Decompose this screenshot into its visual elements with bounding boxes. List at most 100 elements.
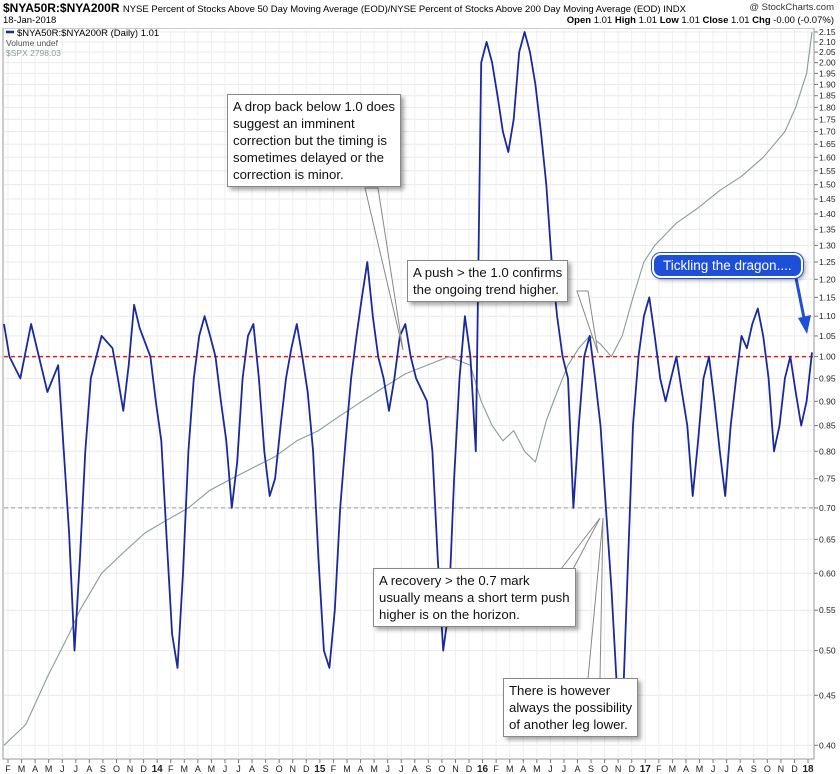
y-tick-label: 1.45 bbox=[819, 194, 836, 204]
x-tick-label: M bbox=[533, 764, 541, 774]
x-tick-label: 18 bbox=[802, 764, 814, 774]
chart-legend: $NYA50R:$NYA200R (Daily) 1.01 Volume und… bbox=[6, 28, 159, 58]
callout-lower-line: always the possibility bbox=[509, 700, 633, 715]
x-tick-label: M bbox=[696, 764, 704, 774]
y-axis: 2.152.102.052.001.951.90 1.851.80 1.75 1.70… bbox=[814, 28, 836, 750]
x-tick-label: O bbox=[764, 764, 771, 774]
x-tick-label: M bbox=[669, 764, 677, 774]
x-tick-label: A bbox=[412, 764, 418, 774]
x-tick-label: D bbox=[791, 764, 798, 774]
x-tick-label: M bbox=[18, 764, 26, 774]
symbol-text: $NYA50R:$NYA200R bbox=[3, 1, 120, 15]
callout-lower-line: of another leg lower. bbox=[509, 717, 628, 732]
y-tick-label: 0.50 bbox=[819, 646, 836, 656]
x-tick-label: A bbox=[32, 764, 38, 774]
x-tick-label: D bbox=[303, 764, 310, 774]
x-tick-label: S bbox=[425, 764, 431, 774]
x-tick-label: A bbox=[683, 764, 689, 774]
y-tick-label: 0.95 bbox=[819, 373, 836, 383]
low-label: Low bbox=[659, 15, 679, 26]
x-tick-label: J bbox=[724, 764, 729, 774]
plot-frame bbox=[2, 28, 815, 760]
x-tick-label: A bbox=[520, 764, 526, 774]
y-tick-label: 1.35 bbox=[819, 224, 836, 234]
low-value: 1.01 bbox=[681, 15, 700, 26]
callout-lower-line: There is however bbox=[509, 683, 611, 698]
chart-date: 18-Jan-2018 bbox=[3, 15, 57, 26]
x-tick-label: S bbox=[588, 764, 594, 774]
callout-pointers bbox=[364, 187, 811, 680]
pointer-drop bbox=[364, 187, 404, 351]
x-tick-label: J bbox=[223, 764, 228, 774]
x-tick-label: S bbox=[100, 764, 106, 774]
y-tick-label: 2.00 bbox=[819, 58, 836, 68]
y-tick-label: 1.65 bbox=[819, 139, 836, 149]
x-tick-label: D bbox=[140, 764, 147, 774]
x-tick-label: S bbox=[751, 764, 757, 774]
x-tick-label: N bbox=[615, 764, 622, 774]
x-tick-label: N bbox=[452, 764, 459, 774]
y-tick-label: 0.55 bbox=[819, 605, 836, 615]
callout-recovery: A recovery > the 0.7 mark usually means … bbox=[373, 568, 576, 627]
x-axis: F M A M J J A S O N D 14 F M A M J J A S O N D 15 F M A M J J A S O N D 16 F… bbox=[5, 759, 814, 774]
x-tick-label: J bbox=[236, 764, 241, 774]
x-tick-label: M bbox=[45, 764, 53, 774]
x-tick-label: J bbox=[74, 764, 79, 774]
callout-drop-line: correction but the timing is bbox=[233, 133, 387, 148]
y-tick-label: 1.30 bbox=[819, 240, 836, 250]
x-tick-label: A bbox=[574, 764, 580, 774]
y-tick-label: 1.60 bbox=[819, 152, 836, 162]
callout-dragon: Tickling the dragon.... bbox=[652, 253, 803, 278]
close-label: Close bbox=[702, 15, 729, 26]
y-tick-label: 1.15 bbox=[819, 292, 836, 302]
x-tick-label: F bbox=[168, 764, 174, 774]
y-tick-label: 1.50 bbox=[819, 180, 836, 190]
arrow-dragon-head bbox=[798, 315, 811, 334]
pointer-push bbox=[576, 290, 599, 354]
y-tick-label: 0.75 bbox=[819, 474, 836, 484]
callout-drop: A drop back below 1.0 does suggest an im… bbox=[227, 94, 402, 187]
y-tick-label: 0.60 bbox=[819, 568, 836, 578]
x-tick-label: F bbox=[656, 764, 662, 774]
y-tick-label: 2.15 bbox=[819, 28, 836, 37]
x-tick-label: J bbox=[385, 764, 390, 774]
legend-spx: $SPX 2798.03 bbox=[6, 48, 61, 58]
reference-lines bbox=[4, 355, 813, 509]
y-tick-label: 1.40 bbox=[819, 209, 836, 219]
x-tick-label: M bbox=[343, 764, 351, 774]
x-tick-label: A bbox=[195, 764, 201, 774]
x-tick-label: A bbox=[249, 764, 255, 774]
x-tick-label: A bbox=[358, 764, 364, 774]
x-tick-label: N bbox=[778, 764, 785, 774]
x-tick-label: 17 bbox=[640, 764, 652, 774]
y-tick-label: 1.95 bbox=[819, 68, 836, 78]
y-tick-label: 0.70 bbox=[819, 503, 836, 513]
ratio-chart: 2.152.102.052.001.951.90 1.851.80 1.75 1.70… bbox=[2, 28, 836, 774]
y-tick-label: 0.85 bbox=[819, 421, 836, 431]
x-tick-label: D bbox=[628, 764, 635, 774]
y-tick-label: 0.80 bbox=[819, 446, 836, 456]
callout-recovery-line: higher is on the horizon. bbox=[379, 607, 520, 622]
x-tick-label: N bbox=[289, 764, 296, 774]
x-tick-label: J bbox=[711, 764, 716, 774]
callout-push-line: A push > the 1.0 confirms bbox=[413, 265, 563, 280]
x-tick-label: O bbox=[113, 764, 120, 774]
y-tick-label: 1.70 bbox=[819, 127, 836, 137]
chg-value: -0.00 (-0.07%) bbox=[773, 15, 834, 26]
x-tick-label: J bbox=[399, 764, 404, 774]
callout-push-line: the ongoing trend higher. bbox=[413, 282, 559, 297]
open-label: Open bbox=[566, 15, 592, 26]
y-tick-label: 0.90 bbox=[819, 396, 836, 406]
x-tick-label: S bbox=[263, 764, 269, 774]
y-tick-label: 0.65 bbox=[819, 534, 836, 544]
callout-drop-line: correction is minor. bbox=[233, 167, 344, 182]
ratio-series-line bbox=[3, 31, 813, 726]
x-tick-label: O bbox=[438, 764, 445, 774]
x-tick-label: O bbox=[601, 764, 608, 774]
callout-drop-line: A drop back below 1.0 does bbox=[233, 99, 396, 114]
high-value: 1.01 bbox=[638, 15, 658, 26]
brand-label: @ StockCharts.com bbox=[749, 2, 834, 13]
y-tick-label: 1.25 bbox=[819, 257, 836, 267]
y-tick-label: 2.05 bbox=[819, 47, 836, 57]
x-tick-label: J bbox=[548, 764, 553, 774]
